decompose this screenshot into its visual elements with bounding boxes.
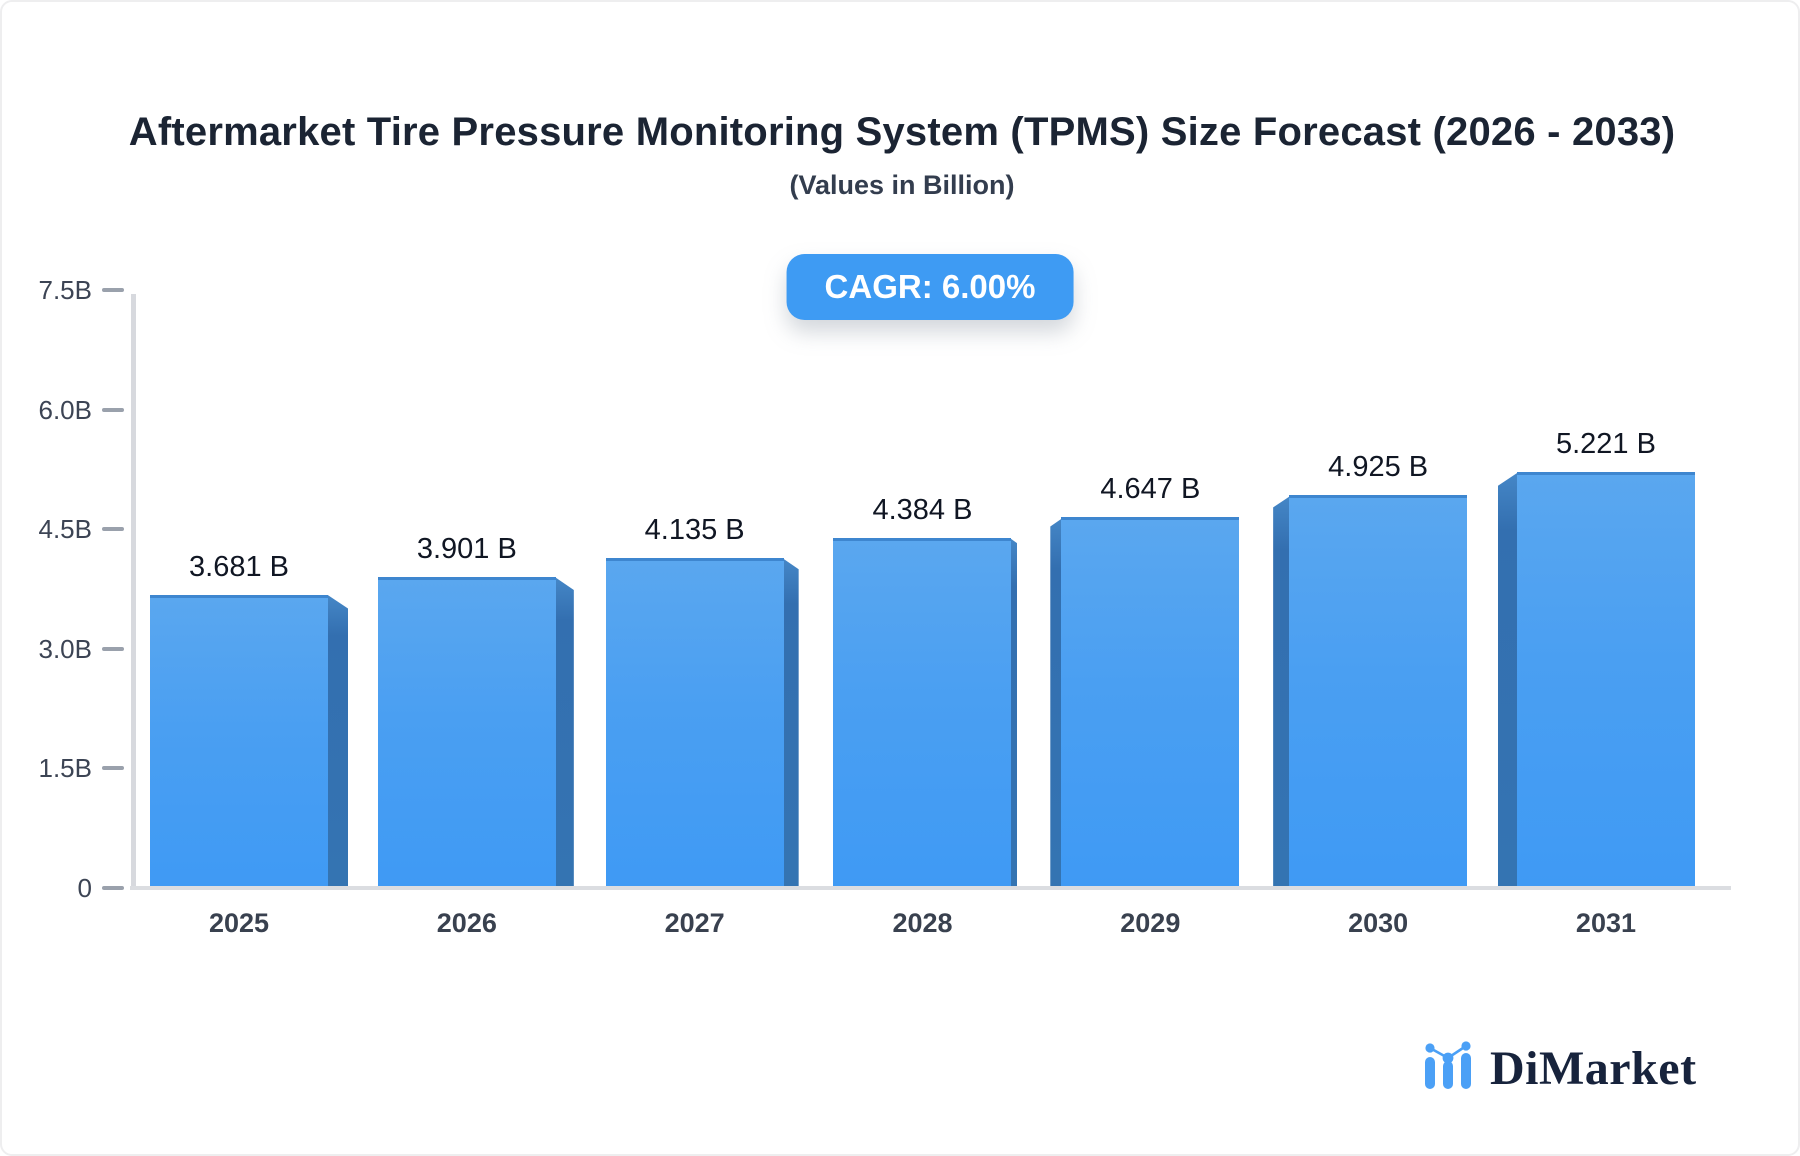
bar-value-label: 3.681 B <box>189 550 289 583</box>
y-axis-label: 0 <box>77 873 92 903</box>
x-axis-label: 2030 <box>1348 908 1409 938</box>
y-axis-tick <box>102 766 124 771</box>
bar-3d-side <box>1050 517 1064 886</box>
y-axis-tick <box>102 288 124 292</box>
bar <box>150 594 328 886</box>
chart-title: Aftermarket Tire Pressure Monitoring Sys… <box>128 110 1676 154</box>
bar-value-label: 4.647 B <box>1100 473 1201 506</box>
y-axis-label: 4.5B <box>38 514 93 545</box>
bar-3d-side <box>1010 538 1018 886</box>
bar-3d-side <box>1497 471 1519 886</box>
cagr-badge: CAGR: 6.00% <box>786 254 1074 320</box>
bar <box>833 538 1012 886</box>
bar-3d-side <box>327 594 348 886</box>
bar-value-label: 4.384 B <box>872 494 973 527</box>
x-axis-label: 2027 <box>664 908 725 938</box>
x-axis-label: 2029 <box>1120 908 1181 938</box>
bar-3d-side <box>1273 495 1292 886</box>
bar <box>1061 517 1240 886</box>
y-axis-tick <box>102 407 124 412</box>
y-axis-line <box>131 294 136 890</box>
bar <box>1516 471 1695 886</box>
x-axis-label: 2028 <box>892 908 953 938</box>
chart-subtitle: (Values in Billion) <box>789 170 1015 200</box>
y-axis-tick <box>102 527 124 532</box>
y-axis-label: 7.5B <box>38 275 93 305</box>
brand-name: DiMarket <box>1490 1041 1697 1095</box>
x-axis-label: 2026 <box>436 908 497 938</box>
y-axis-label: 6.0B <box>38 394 93 425</box>
bar <box>605 558 784 886</box>
y-axis-tick <box>102 886 124 890</box>
bar <box>377 576 556 886</box>
bar <box>1289 495 1468 886</box>
bar-3d-side <box>782 558 799 886</box>
bar-value-label: 3.901 B <box>416 532 517 565</box>
bar-value-label: 4.135 B <box>644 514 745 547</box>
x-axis-line <box>130 886 1731 890</box>
y-axis-label: 1.5B <box>38 753 93 784</box>
bar-value-label: 4.925 B <box>1328 451 1429 484</box>
dimarket-logo-icon <box>1425 1041 1471 1089</box>
y-axis-tick <box>102 646 124 651</box>
y-axis-label: 3.0B <box>38 633 93 664</box>
x-axis-label: 2025 <box>208 908 270 938</box>
bar-value-label: 5.221 B <box>1555 427 1656 460</box>
x-axis-label: 2031 <box>1575 908 1637 938</box>
brand-logo: DiMarket <box>1422 1038 1697 1098</box>
bar-3d-side <box>554 576 574 886</box>
